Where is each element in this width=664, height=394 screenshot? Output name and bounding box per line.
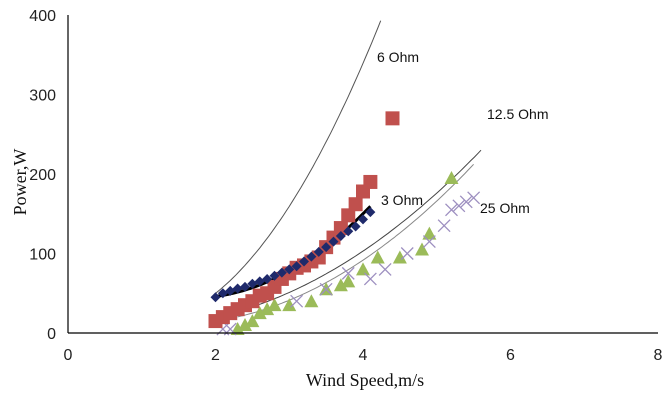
x-tick-label: 6 [506,347,515,364]
data-point-25-ohm [437,219,451,233]
trendline-12-5-ohm [215,149,482,318]
data-point-25-ohm [452,199,466,213]
data-point-12-5-ohm [370,250,385,264]
data-point-25-ohm [445,203,458,217]
data-point-25-ohm [400,247,414,260]
axes [67,15,658,334]
series-label-3-ohm: 3 Ohm [381,192,423,208]
data-point-12-5-ohm [422,226,437,240]
data-point-25-ohm [341,266,355,280]
x-tick-label: 8 [654,347,663,364]
data-point-25-ohm [467,191,481,205]
data-point-3-ohm [365,207,376,218]
data-point-3-ohm [328,236,339,247]
data-point-3-ohm [358,214,368,225]
data-point-3-ohm [350,221,361,232]
data-point-3-ohm [284,264,295,275]
data-point-25-ohm [378,262,392,276]
y-tick-label: 200 [29,167,56,184]
data-point-3-ohm [343,226,354,237]
x-axis-title: Wind Speed,m/s [306,370,424,390]
trendline-6-ohm [215,20,382,294]
data-point-3-ohm [306,251,317,262]
data-point-12-5-ohm [444,170,459,184]
data-point-25-ohm [319,282,333,296]
series-label-6-ohm: 6 Ohm [377,49,419,65]
data-point-25-ohm [459,195,473,209]
data-point-3-ohm [321,242,332,253]
data-point-3-ohm [313,246,324,257]
data-point-12-5-ohm [252,306,267,320]
data-point-3-ohm [269,270,280,281]
y-tick-label: 0 [47,326,56,343]
x-tick-label: 2 [211,347,220,364]
data-point-12-5-ohm [260,302,275,316]
data-point-12-5-ohm [230,322,245,336]
data-point-12-5-ohm [245,314,260,328]
y-axis-title: Power,W [10,149,30,216]
data-point-3-ohm [210,292,221,303]
data-point-6-ohm [363,174,378,189]
data-point-12-5-ohm [392,250,407,264]
y-tick-label: 300 [29,88,56,105]
series-label-25-ohm: 25 Ohm [480,200,530,216]
data-point-12-5-ohm [238,318,252,332]
y-tick-label: 100 [29,247,56,264]
data-point-12-5-ohm [415,242,429,256]
data-point-12-5-ohm [341,274,356,288]
data-point-3-ohm [299,256,309,267]
data-point-12-5-ohm [356,262,370,276]
data-point-6-ohm [348,197,363,212]
data-point-3-ohm [291,261,302,272]
data-point-25-ohm [363,272,377,286]
data-point-12-5-ohm [267,298,282,312]
series-label-12-5-ohm: 12.5 Ohm [487,106,548,122]
tick-labels: 0 2 4 6 8 0 100 200 300 400 [29,8,662,364]
data-point-3-ohm [276,267,287,278]
data-point-25-ohm [422,235,436,249]
data-point-6-ohm [385,111,400,126]
data-point-6-ohm [341,208,356,223]
data-point-3-ohm [335,231,346,242]
data-point-3-ohm [262,273,273,284]
data-point-25-ohm [290,294,304,308]
x-tick-label: 0 [64,347,73,364]
data-point-12-5-ohm [333,278,348,292]
data-point-3-ohm [240,281,250,292]
data-point-12-5-ohm [304,294,319,308]
x-tick-label: 4 [359,347,368,364]
data-point-layer [208,111,481,336]
data-point-12-5-ohm [282,298,297,312]
data-point-3-ohm [232,283,243,294]
y-tick-label: 400 [29,8,56,25]
